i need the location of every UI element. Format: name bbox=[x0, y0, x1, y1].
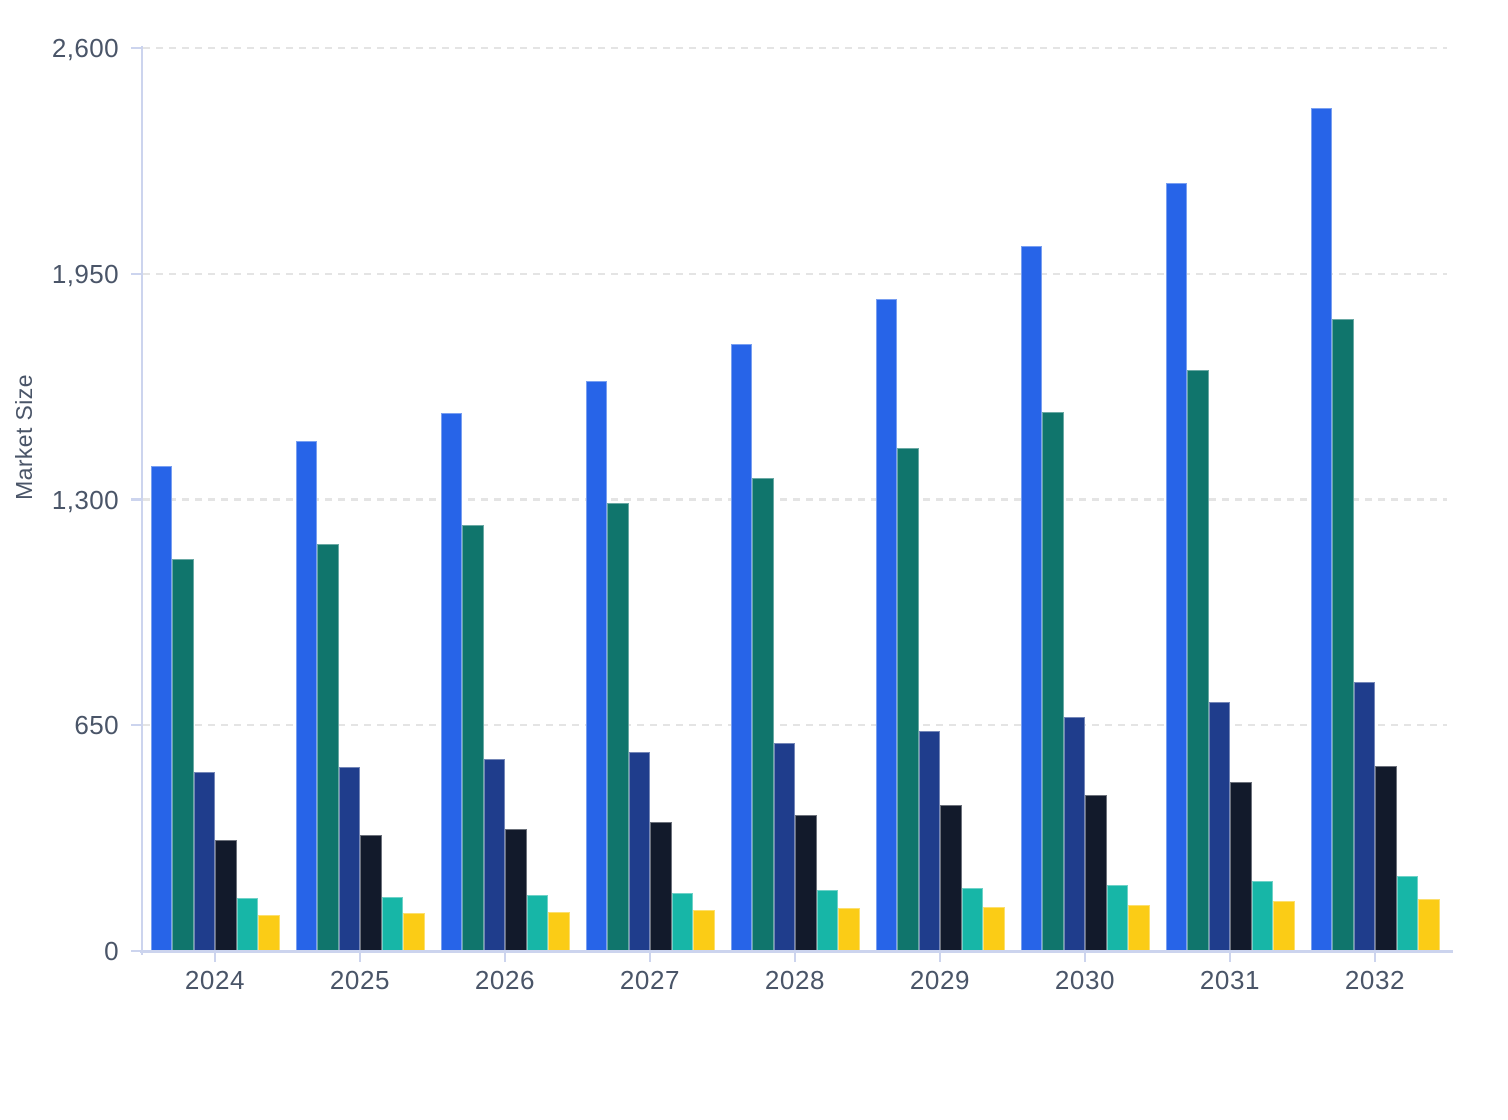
bar-series-turquoise-2031[interactable] bbox=[1251, 880, 1273, 951]
gridline bbox=[143, 272, 1447, 275]
y-axis-line bbox=[140, 46, 143, 955]
gridline bbox=[143, 46, 1447, 50]
bar-series-navy-2029[interactable] bbox=[918, 731, 940, 951]
bar-series-yellow-2030[interactable] bbox=[1128, 905, 1150, 951]
bar-series-turquoise-2028[interactable] bbox=[816, 890, 838, 951]
x-tick-label: 2030 bbox=[1054, 965, 1116, 995]
y-axis-tick bbox=[131, 498, 141, 501]
x-axis-line bbox=[140, 950, 1453, 953]
bar-series-teal-2029[interactable] bbox=[897, 448, 919, 951]
gridline bbox=[143, 724, 1447, 727]
x-axis-tick bbox=[358, 953, 362, 962]
bar-series-navy-2030[interactable] bbox=[1063, 716, 1085, 951]
x-axis-tick bbox=[1083, 953, 1087, 962]
bar-series-yellow-2026[interactable] bbox=[548, 912, 570, 951]
bar-series-blue-2029[interactable] bbox=[875, 299, 897, 951]
x-tick-label: 2027 bbox=[619, 965, 681, 995]
bar-series-teal-2027[interactable] bbox=[607, 502, 629, 951]
x-tick-label: 2028 bbox=[764, 965, 826, 995]
bar-series-navy-2024[interactable] bbox=[193, 772, 215, 951]
bar-series-teal-2025[interactable] bbox=[317, 543, 339, 951]
bar-series-dark-navy-2024[interactable] bbox=[215, 840, 237, 951]
bar-series-turquoise-2027[interactable] bbox=[671, 893, 693, 951]
bar-series-turquoise-2026[interactable] bbox=[526, 895, 548, 951]
bar-series-teal-2030[interactable] bbox=[1042, 412, 1064, 951]
bar-series-dark-navy-2031[interactable] bbox=[1230, 781, 1252, 951]
bar-series-navy-2032[interactable] bbox=[1353, 681, 1375, 951]
bar-series-yellow-2031[interactable] bbox=[1273, 901, 1295, 951]
bar-series-navy-2027[interactable] bbox=[628, 751, 650, 951]
bar-series-blue-2030[interactable] bbox=[1020, 245, 1042, 951]
bar-series-dark-navy-2026[interactable] bbox=[505, 829, 527, 951]
y-axis-tick bbox=[131, 46, 141, 50]
bar-series-yellow-2032[interactable] bbox=[1418, 898, 1440, 951]
y-tick-label: 1,950 bbox=[51, 258, 119, 289]
bar-series-dark-navy-2029[interactable] bbox=[940, 805, 962, 951]
x-axis-tick bbox=[793, 953, 797, 962]
bar-series-dark-navy-2032[interactable] bbox=[1375, 765, 1397, 951]
bar-series-navy-2026[interactable] bbox=[483, 758, 505, 951]
bar-series-blue-2025[interactable] bbox=[295, 441, 317, 951]
bar-series-dark-navy-2027[interactable] bbox=[650, 822, 672, 951]
x-axis-tick bbox=[1373, 953, 1377, 962]
bar-series-blue-2031[interactable] bbox=[1165, 183, 1187, 951]
bar-series-yellow-2028[interactable] bbox=[838, 908, 860, 951]
x-tick-label: 2029 bbox=[909, 965, 971, 995]
bar-series-teal-2026[interactable] bbox=[462, 525, 484, 951]
x-axis-tick bbox=[648, 953, 652, 962]
x-tick-label: 2031 bbox=[1199, 965, 1261, 995]
bar-series-dark-navy-2028[interactable] bbox=[795, 814, 817, 951]
bar-series-teal-2031[interactable] bbox=[1187, 369, 1209, 951]
x-axis-tick bbox=[213, 953, 217, 962]
y-tick-label: 2,600 bbox=[51, 33, 119, 63]
bar-series-turquoise-2024[interactable] bbox=[236, 897, 258, 951]
bar-series-navy-2028[interactable] bbox=[773, 742, 795, 951]
x-axis-tick bbox=[1228, 953, 1232, 962]
bar-series-teal-2028[interactable] bbox=[752, 478, 774, 951]
bar-series-yellow-2025[interactable] bbox=[403, 913, 425, 951]
bar-series-teal-2032[interactable] bbox=[1332, 318, 1354, 951]
bar-series-teal-2024[interactable] bbox=[172, 559, 194, 951]
y-axis-tick bbox=[131, 949, 141, 953]
x-tick-label: 2025 bbox=[329, 965, 391, 995]
x-tick-label: 2032 bbox=[1344, 965, 1406, 995]
bar-series-turquoise-2025[interactable] bbox=[381, 896, 403, 951]
y-axis-tick bbox=[131, 272, 141, 275]
bar-series-yellow-2027[interactable] bbox=[693, 909, 715, 951]
x-axis-tick bbox=[938, 953, 942, 962]
bar-series-blue-2032[interactable] bbox=[1310, 108, 1332, 951]
bar-series-blue-2027[interactable] bbox=[585, 380, 607, 951]
bar-series-navy-2031[interactable] bbox=[1208, 701, 1230, 951]
x-tick-label: 2024 bbox=[184, 965, 246, 995]
bar-series-blue-2026[interactable] bbox=[440, 412, 462, 951]
gridline bbox=[143, 498, 1447, 501]
y-tick-label: 650 bbox=[74, 710, 119, 741]
y-axis-tick bbox=[131, 724, 141, 727]
bar-series-turquoise-2032[interactable] bbox=[1396, 875, 1418, 951]
bar-series-dark-navy-2030[interactable] bbox=[1085, 795, 1107, 951]
bar-series-turquoise-2029[interactable] bbox=[961, 887, 983, 951]
bar-series-blue-2028[interactable] bbox=[730, 343, 752, 951]
bar-series-navy-2025[interactable] bbox=[338, 766, 360, 951]
y-tick-label: 1,300 bbox=[51, 484, 119, 515]
bar-series-yellow-2024[interactable] bbox=[258, 914, 280, 951]
y-tick-label: 0 bbox=[104, 936, 119, 966]
bar-series-blue-2024[interactable] bbox=[150, 466, 172, 951]
x-tick-label: 2026 bbox=[474, 965, 536, 995]
bar-series-dark-navy-2025[interactable] bbox=[360, 834, 382, 951]
bar-series-yellow-2029[interactable] bbox=[983, 906, 1005, 951]
bar-series-turquoise-2030[interactable] bbox=[1106, 885, 1128, 951]
x-axis-tick bbox=[503, 953, 507, 962]
